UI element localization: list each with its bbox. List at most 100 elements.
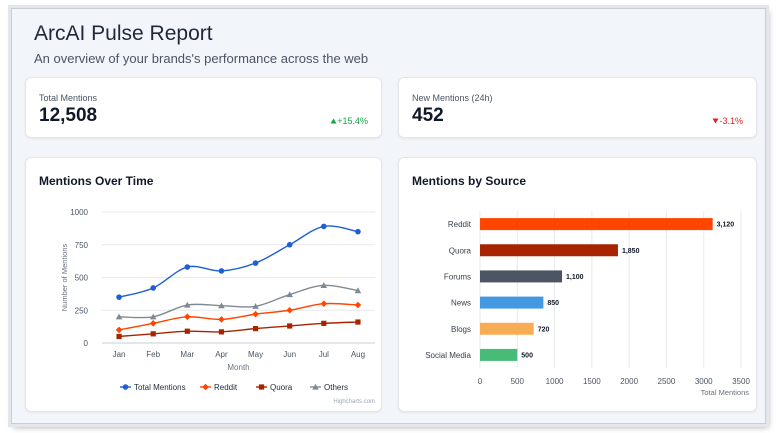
legend-item: Reddit xyxy=(200,383,238,392)
data-point xyxy=(184,328,190,334)
data-label: 720 xyxy=(538,326,550,333)
x-tick-label: Jan xyxy=(113,350,126,359)
kpi-delta: -3.1% xyxy=(712,116,743,126)
data-point xyxy=(218,302,225,309)
x-axis-title: Month xyxy=(227,363,249,372)
data-point xyxy=(286,241,293,248)
line-chart-title: Mentions Over Time xyxy=(39,174,154,188)
kpi-delta-text: -3.1% xyxy=(719,116,743,126)
kpi-delta-text: +15.4% xyxy=(337,116,368,126)
y-tick-label: 0 xyxy=(84,339,89,348)
arrow-up-icon xyxy=(330,118,337,124)
arrow-down-icon xyxy=(712,118,719,124)
data-point xyxy=(321,320,327,326)
data-point xyxy=(252,310,259,318)
bar xyxy=(480,218,713,231)
legend-marker xyxy=(122,384,129,390)
data-point xyxy=(184,264,191,270)
category-label: Social Media xyxy=(425,351,471,360)
bar-news: News 850 xyxy=(451,296,559,309)
x-tick-label: 1500 xyxy=(583,377,601,386)
legend-label: Reddit xyxy=(214,383,238,392)
x-tick-label: 3500 xyxy=(732,377,750,386)
category-label: Reddit xyxy=(448,220,472,229)
data-point xyxy=(286,291,293,298)
series-quora xyxy=(116,319,361,340)
data-point xyxy=(149,320,157,327)
data-point xyxy=(320,300,328,307)
bar-blogs: Blogs 720 xyxy=(451,322,550,335)
data-point xyxy=(321,223,327,230)
data-point xyxy=(355,319,361,325)
y-tick-label: 500 xyxy=(75,274,89,283)
kpi-value: 12,508 xyxy=(39,105,98,126)
data-label: 3,120 xyxy=(717,222,735,229)
x-tick-label: Aug xyxy=(351,350,365,359)
data-point xyxy=(354,287,362,294)
data-point xyxy=(115,326,123,334)
data-point xyxy=(116,294,122,300)
y-tick-label: 250 xyxy=(75,306,89,315)
x-tick-label: 3000 xyxy=(695,377,713,386)
bar-social-media: Social Media 500 xyxy=(425,348,533,361)
x-tick-label: 500 xyxy=(511,377,525,386)
legend-label: Total Mentions xyxy=(134,383,186,392)
data-point xyxy=(150,331,156,337)
legend-item: Quora xyxy=(256,383,293,392)
x-tick-label: Feb xyxy=(146,350,160,359)
legend-label: Quora xyxy=(270,383,293,392)
data-point xyxy=(252,260,259,266)
bar xyxy=(480,244,618,257)
line-chart-card: Mentions Over Time 0 250 500 750 1000 Jan Feb M… xyxy=(25,157,382,412)
data-point xyxy=(252,303,259,309)
series-line xyxy=(118,225,359,298)
kpi-value: 452 xyxy=(412,105,444,126)
legend-marker xyxy=(258,384,265,390)
kpi-card-total-mentions: Total Mentions 12,508 +15.4% xyxy=(25,77,382,138)
kpi-card-new-mentions: New Mentions (24h) 452 -3.1% xyxy=(398,77,757,138)
data-label: 1,100 xyxy=(566,274,584,281)
series-line xyxy=(119,284,359,319)
page-subtitle: An overview of your brands's performance… xyxy=(34,51,369,66)
category-label: Quora xyxy=(449,246,472,255)
data-label: 500 xyxy=(521,352,533,359)
data-point xyxy=(354,301,362,309)
data-point xyxy=(115,313,123,320)
kpi-delta: +15.4% xyxy=(330,116,368,126)
bar-reddit: Reddit 3,120 xyxy=(448,218,735,231)
bar-forums: Forums 1,100 xyxy=(444,270,584,283)
bar-chart: 0 500 1000 1500 2000 2500 3000 3500 Total Mentio… xyxy=(425,211,750,397)
data-point xyxy=(218,268,225,274)
data-point xyxy=(218,316,225,323)
data-point xyxy=(184,313,191,321)
x-tick-label: May xyxy=(248,350,263,359)
kpi-label: New Mentions (24h) xyxy=(412,93,493,103)
data-point xyxy=(150,285,156,291)
series-reddit xyxy=(115,300,362,334)
y-tick-label: 750 xyxy=(75,241,89,250)
data-point xyxy=(286,306,293,314)
bar xyxy=(480,322,534,335)
category-label: News xyxy=(451,299,471,308)
report-frame: ArcAI Pulse Report An overview of your b… xyxy=(11,8,766,424)
x-tick-label: 2000 xyxy=(620,377,638,386)
x-tick-label: Apr xyxy=(215,350,228,359)
bar xyxy=(480,348,518,361)
legend-marker xyxy=(312,383,319,390)
data-point xyxy=(116,333,122,340)
x-tick-label: 0 xyxy=(478,377,483,386)
legend-item: Total Mentions xyxy=(120,383,186,392)
bar-chart-card: Mentions by Source 0 500 1000 1500 2000 2500 3… xyxy=(398,157,757,412)
category-label: Blogs xyxy=(451,325,471,334)
data-label: 1,850 xyxy=(622,248,640,255)
series-others xyxy=(115,282,362,320)
data-point xyxy=(355,228,361,235)
bar xyxy=(480,270,563,283)
series-line xyxy=(119,321,358,338)
data-label: 850 xyxy=(547,300,559,307)
x-tick-label: 1000 xyxy=(546,377,564,386)
data-point xyxy=(149,313,157,320)
bar-quora: Quora 1,850 xyxy=(449,244,640,257)
y-axis-title: Number of Mentions xyxy=(60,243,69,311)
x-tick-label: Jun xyxy=(283,350,296,359)
